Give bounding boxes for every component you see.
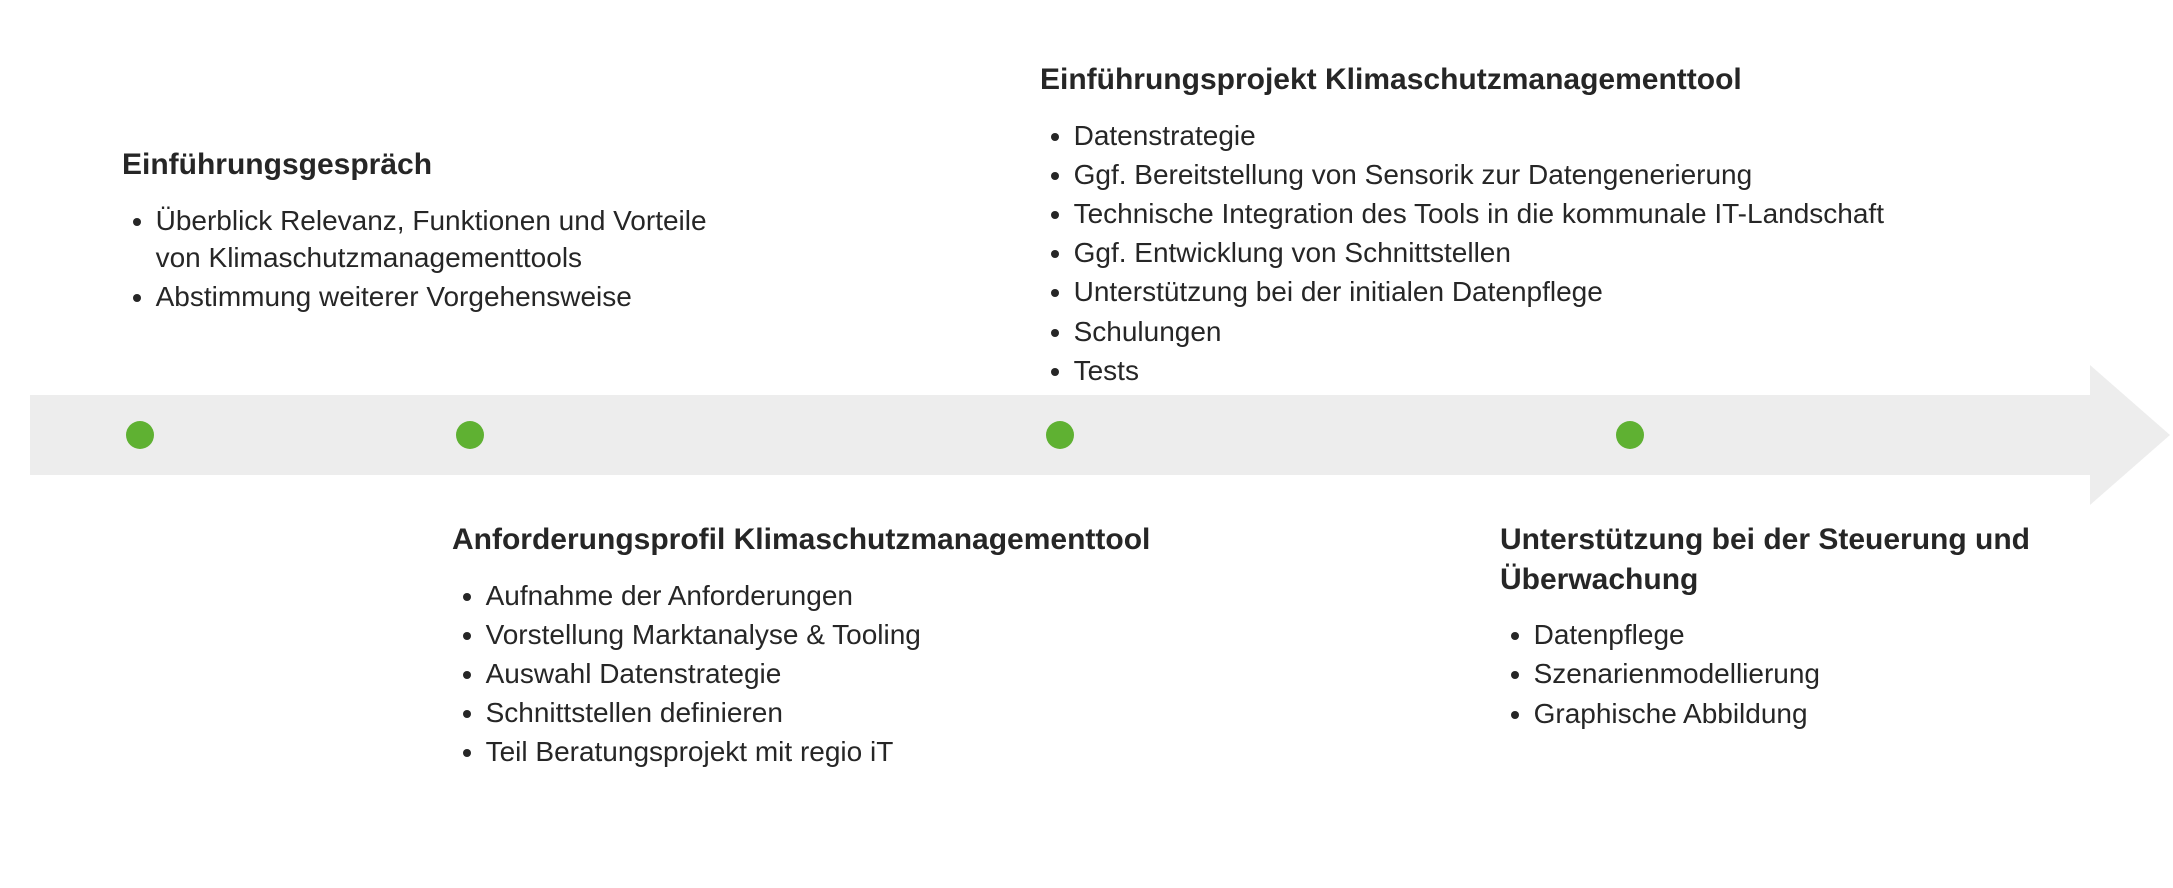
milestone-dot-4 bbox=[1616, 421, 1644, 449]
list-item: Technische Integration des Tools in die … bbox=[1074, 196, 1960, 233]
block-support: Unterstützung bei der Steuerung und Über… bbox=[1500, 520, 2100, 735]
block-title: Einführungsprojekt Klimaschutzmanagement… bbox=[1040, 60, 1960, 100]
list-item: Überblick Relevanz, Funktionen und Vorte… bbox=[156, 203, 722, 277]
list-item: Ggf. Bereitstellung von Sensorik zur Dat… bbox=[1074, 157, 1960, 194]
list-item: Unterstützung bei der initialen Datenpfl… bbox=[1074, 274, 1960, 311]
list-item: Abstimmung weiterer Vorgehensweise bbox=[156, 279, 722, 316]
timeline-diagram: Einführungsgespräch Überblick Relevanz, … bbox=[0, 0, 2173, 888]
list-item: Tests bbox=[1074, 353, 1960, 390]
list-item: Teil Beratungsprojekt mit regio iT bbox=[486, 734, 1192, 771]
block-list: Aufnahme der Anforderungen Vorstellung M… bbox=[452, 578, 1192, 772]
list-item: Datenstrategie bbox=[1074, 118, 1960, 155]
block-title: Unterstützung bei der Steuerung und Über… bbox=[1500, 520, 2100, 599]
list-item: Aufnahme der Anforderungen bbox=[486, 578, 1192, 615]
block-intro-project: Einführungsprojekt Klimaschutzmanagement… bbox=[1040, 60, 1960, 392]
list-item: Schnittstellen definieren bbox=[486, 695, 1192, 732]
block-intro-talk: Einführungsgespräch Überblick Relevanz, … bbox=[122, 145, 722, 318]
list-item: Datenpflege bbox=[1534, 617, 2100, 654]
block-list: Datenpflege Szenarienmodellierung Graphi… bbox=[1500, 617, 2100, 732]
list-item: Graphische Abbildung bbox=[1534, 696, 2100, 733]
block-title: Einführungsgespräch bbox=[122, 145, 722, 185]
block-list: Datenstrategie Ggf. Bereitstellung von S… bbox=[1040, 118, 1960, 390]
block-requirements: Anforderungsprofil Klimaschutzmanagement… bbox=[452, 520, 1192, 774]
list-item: Vorstellung Marktanalyse & Tooling bbox=[486, 617, 1192, 654]
list-item: Schulungen bbox=[1074, 314, 1960, 351]
milestone-dot-1 bbox=[126, 421, 154, 449]
list-item: Auswahl Datenstrategie bbox=[486, 656, 1192, 693]
block-list: Überblick Relevanz, Funktionen und Vorte… bbox=[122, 203, 722, 316]
milestone-dot-2 bbox=[456, 421, 484, 449]
list-item: Szenarienmodellierung bbox=[1534, 656, 2100, 693]
list-item: Ggf. Entwicklung von Schnittstellen bbox=[1074, 235, 1960, 272]
block-title: Anforderungsprofil Klimaschutzmanagement… bbox=[452, 520, 1192, 560]
milestone-dot-3 bbox=[1046, 421, 1074, 449]
timeline-arrow-head-icon bbox=[2090, 365, 2170, 505]
